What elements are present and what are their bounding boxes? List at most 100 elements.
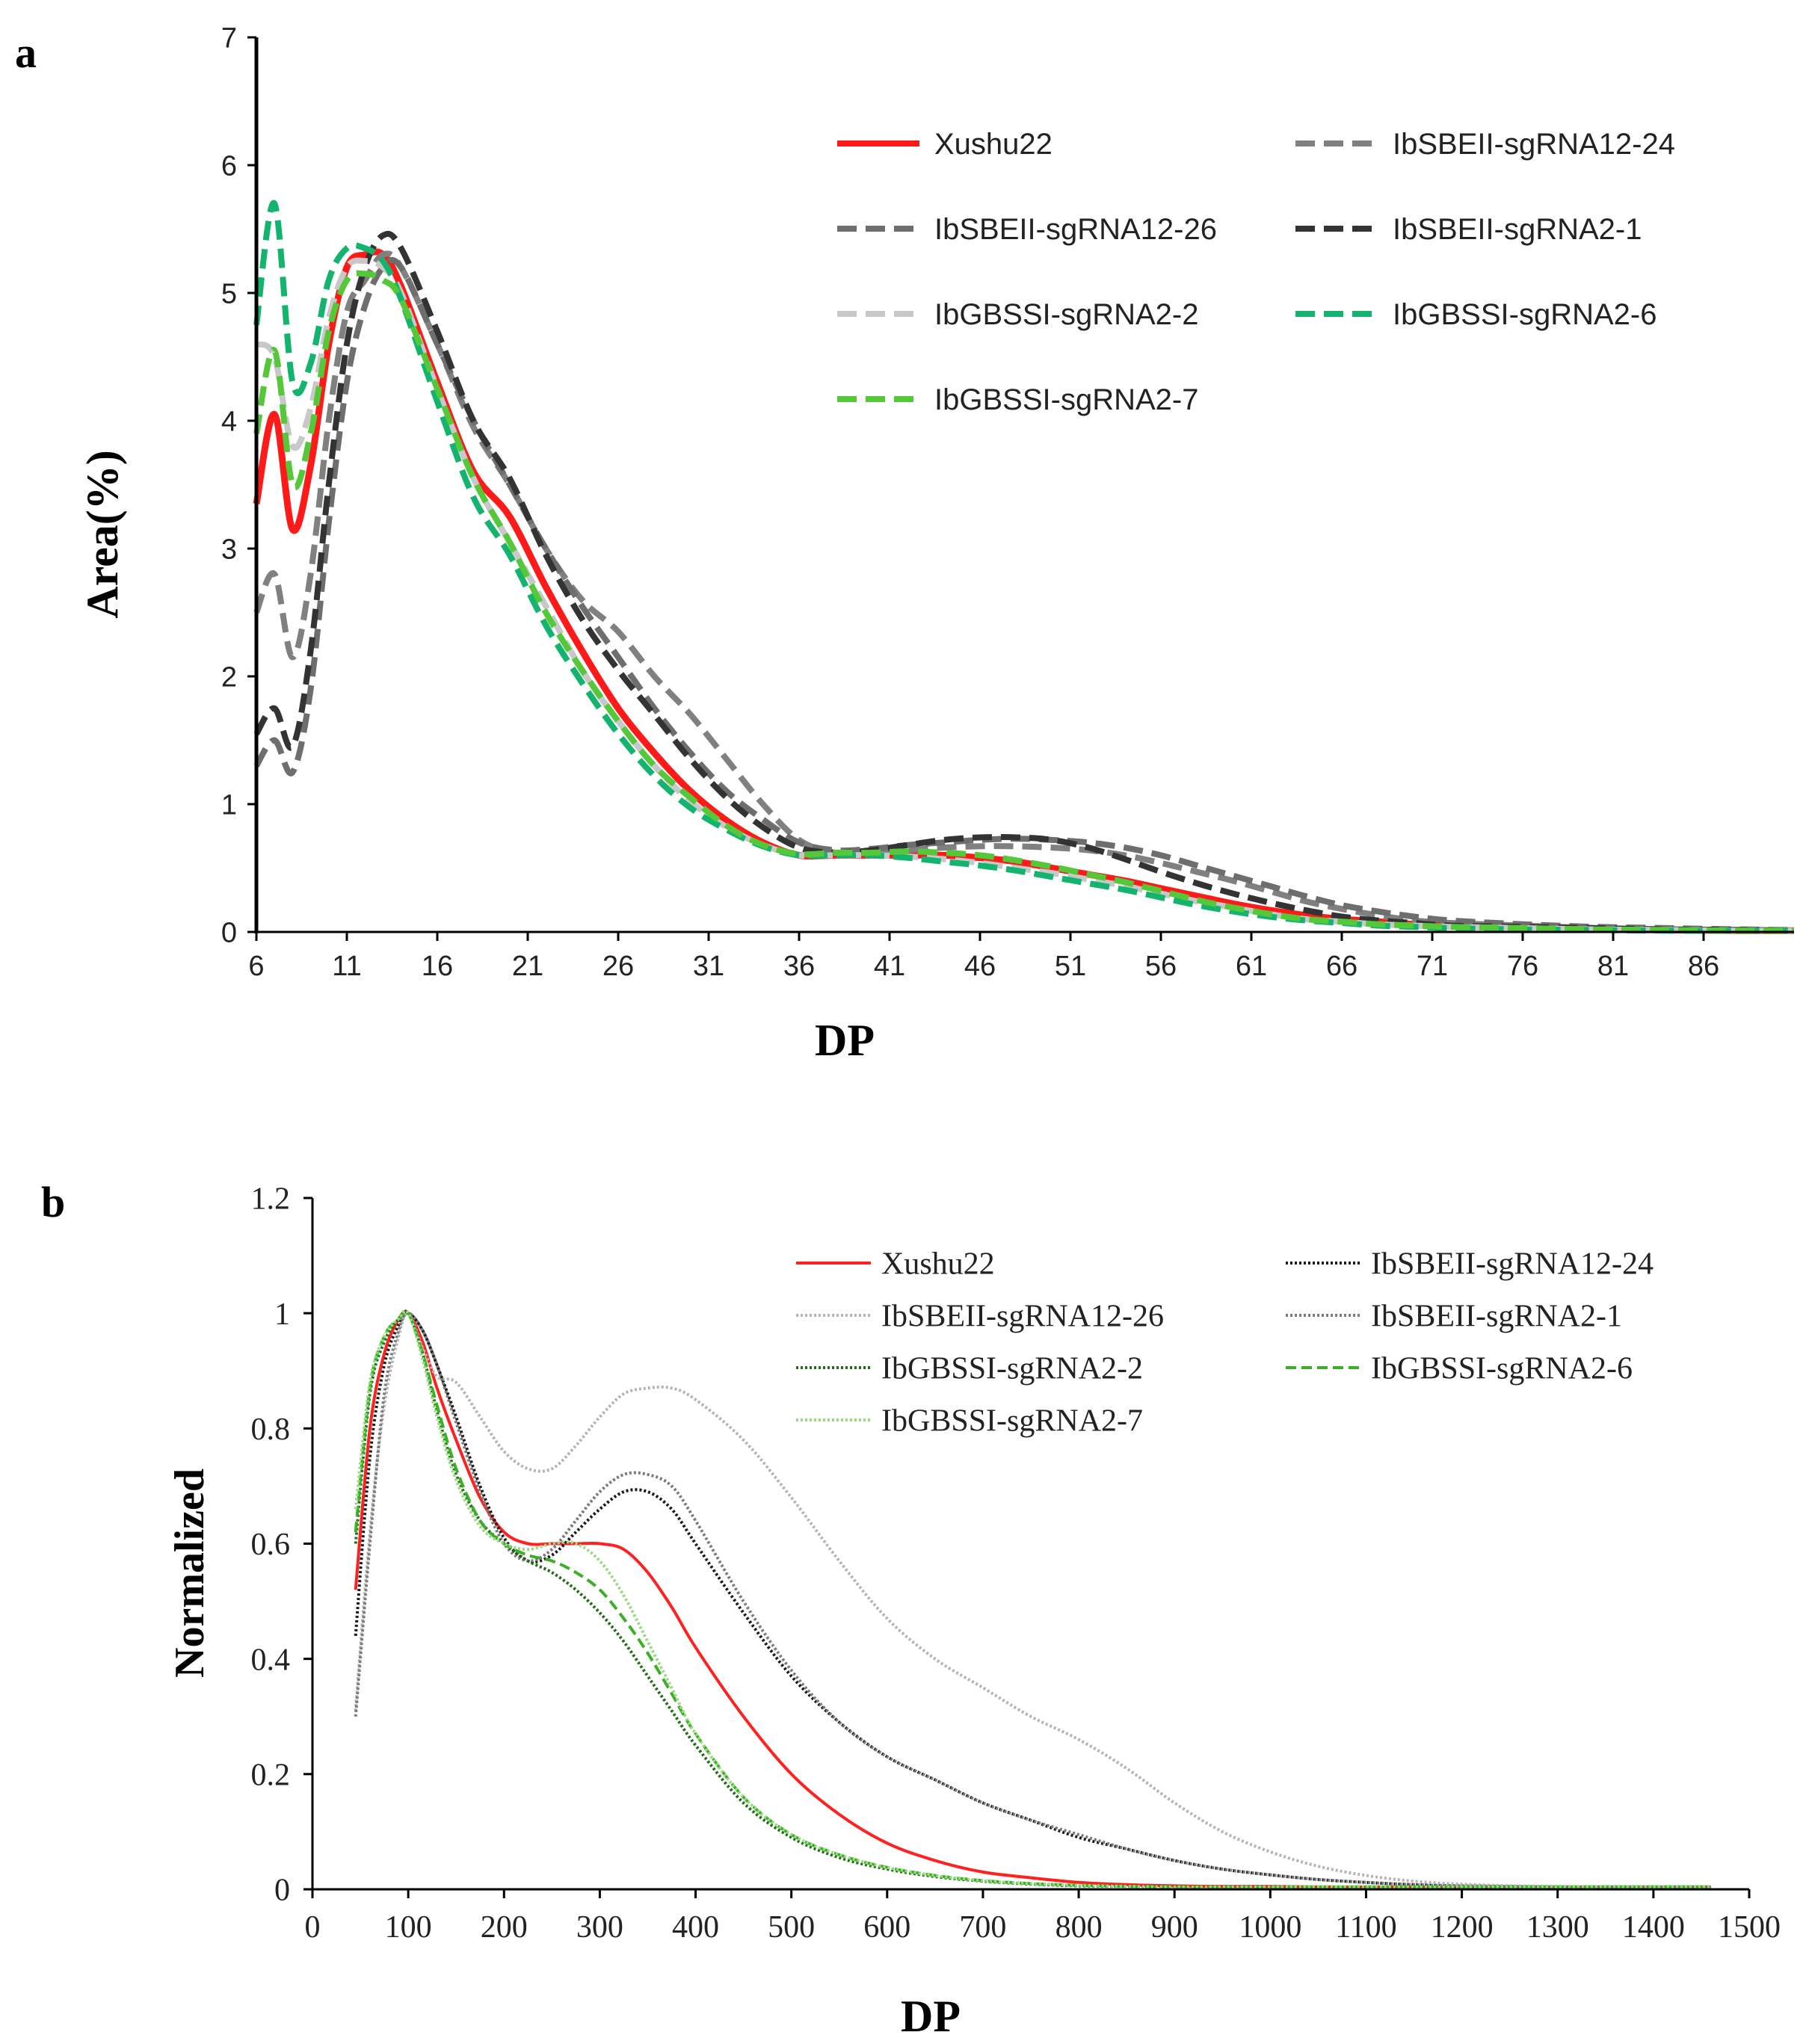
y-tick-label: 4 xyxy=(221,406,237,437)
series-line-ibsbeii-sgrna12-26 xyxy=(253,257,1795,933)
y-tick-label: 1 xyxy=(221,789,237,821)
y-tick-label: 0.2 xyxy=(251,1759,291,1793)
x-tick-label: 51 xyxy=(1055,951,1086,982)
legend-label: IbSBEII-sgRNA2-1 xyxy=(1371,1300,1622,1334)
y-tick-label: 5 xyxy=(221,278,237,309)
x-tick-label: 400 xyxy=(672,1910,719,1945)
x-tick-label: 76 xyxy=(1507,951,1538,982)
legend-label: IbSBEII-sgRNA12-26 xyxy=(934,213,1217,246)
x-tick-label: 81 xyxy=(1597,951,1629,982)
panel-a-letter: a xyxy=(15,28,37,77)
legend-item: IbGBSSI-sgRNA2-7 xyxy=(796,1404,1143,1439)
x-tick-label: 86 xyxy=(1688,951,1719,982)
x-tick-label: 1200 xyxy=(1431,1910,1494,1945)
x-tick-label: 600 xyxy=(863,1910,910,1945)
series-line-ibsbeii-sgrna12-24 xyxy=(253,250,1795,934)
x-tick-label: 66 xyxy=(1326,951,1357,982)
y-tick-label: 0.6 xyxy=(251,1528,291,1562)
x-tick-label: 1000 xyxy=(1239,1910,1301,1945)
series-line-ibgbssi-sgrna2-7 xyxy=(354,1309,1711,1889)
x-tick-label: 100 xyxy=(385,1910,432,1945)
panel-b-x-axis-label: DP xyxy=(901,1992,961,2041)
x-tick-label: 71 xyxy=(1417,951,1448,982)
panel-a-legend: Xushu22 IbSBEII-sgRNA12-24 IbSBEII-sgRNA12… xyxy=(837,128,1675,416)
y-tick-label: 0 xyxy=(221,917,237,948)
series-line-ibsbeii-sgrna12-26 xyxy=(354,1311,1711,1889)
x-tick-label: 800 xyxy=(1055,1910,1103,1945)
panel-a-curves xyxy=(253,200,1795,934)
x-tick-label: 16 xyxy=(422,951,453,982)
x-tick-label: 26 xyxy=(602,951,634,982)
x-tick-label: 1400 xyxy=(1622,1910,1685,1945)
y-tick-label: 6 xyxy=(221,150,237,182)
x-tick-label: 500 xyxy=(768,1910,815,1945)
legend-item: IbSBEII-sgRNA2-1 xyxy=(1295,213,1642,246)
y-tick-label: 1.2 xyxy=(251,1182,291,1217)
legend-item: IbGBSSI-sgRNA2-2 xyxy=(837,298,1198,331)
panel-b-y-tick-labels: 0 0.2 0.4 0.6 0.8 1 1.2 xyxy=(251,1182,312,1908)
series-line-ibgbssi-sgrna2-2 xyxy=(354,1309,1711,1889)
x-tick-label: 6 xyxy=(248,951,264,982)
legend-label: IbSBEII-sgRNA12-24 xyxy=(1393,128,1675,161)
x-tick-label: 1500 xyxy=(1718,1910,1781,1945)
x-tick-label: 31 xyxy=(693,951,724,982)
legend-item: IbSBEII-sgRNA12-26 xyxy=(837,213,1217,246)
legend-item: Xushu22 xyxy=(837,128,1053,161)
panel-a-y-axis-label: Area(%) xyxy=(78,450,127,618)
y-tick-label: 7 xyxy=(221,22,237,54)
panel-a: a 6 11 16 21 26 31 36 41 46 51 56 61 66 71 76 81 86 0123… xyxy=(15,22,1795,1065)
x-tick-label: 21 xyxy=(512,951,543,982)
panel-a-x-tick-labels: 6 11 16 21 26 31 36 41 46 51 56 61 66 71 76 81 86 xyxy=(248,932,1719,982)
series-line-ibgbssi-sgrna2-7 xyxy=(253,270,1795,934)
legend-label: Xushu22 xyxy=(881,1247,995,1282)
x-tick-label: 300 xyxy=(576,1910,623,1945)
legend-item: IbGBSSI-sgRNA2-2 xyxy=(796,1352,1143,1386)
legend-label: IbSBEII-sgRNA12-26 xyxy=(881,1300,1164,1334)
panel-b: b 0 100 200 300 400 500 600 700 800 900 1000 1100 12… xyxy=(41,1178,1781,2041)
series-line-xushu22 xyxy=(354,1309,1711,1889)
legend-item: IbGBSSI-sgRNA2-7 xyxy=(837,383,1198,416)
x-tick-label: 700 xyxy=(959,1910,1006,1945)
legend-label: IbSBEII-sgRNA12-24 xyxy=(1371,1247,1654,1282)
panel-b-legend: Xushu22 IbSBEII-sgRNA12-24 IbSBEII-sgRNA12… xyxy=(796,1247,1654,1439)
legend-item: IbSBEII-sgRNA12-24 xyxy=(1295,128,1675,161)
x-tick-label: 200 xyxy=(481,1910,528,1945)
x-tick-label: 0 xyxy=(305,1910,321,1945)
series-line-ibgbssi-sgrna2-6 xyxy=(354,1309,1711,1889)
x-tick-label: 11 xyxy=(332,951,361,982)
x-tick-label: 41 xyxy=(874,951,905,982)
legend-item: IbSBEII-sgRNA12-26 xyxy=(796,1300,1164,1334)
legend-item: IbGBSSI-sgRNA2-6 xyxy=(1295,298,1656,331)
series-line-ibsbeii-sgrna2-1 xyxy=(354,1312,1711,1889)
panel-a-x-axis-label: DP xyxy=(815,1016,875,1065)
x-tick-label: 61 xyxy=(1236,951,1267,982)
panel-b-y-axis-label: Normalized xyxy=(167,1469,213,1678)
y-tick-label: 2 xyxy=(221,661,237,693)
series-line-ibsbeii-sgrna2-1 xyxy=(253,230,1795,934)
legend-item: IbGBSSI-sgRNA2-6 xyxy=(1286,1352,1633,1386)
panel-b-letter: b xyxy=(41,1178,65,1226)
y-tick-label: 1 xyxy=(274,1297,290,1332)
x-tick-label: 46 xyxy=(964,951,996,982)
series-line-xushu22 xyxy=(253,248,1795,934)
panel-b-x-tick-labels: 0 100 200 300 400 500 600 700 800 900 1000 1100 1200… xyxy=(305,1889,1781,1945)
legend-label: IbGBSSI-sgRNA2-2 xyxy=(934,298,1198,331)
y-tick-label: 0.4 xyxy=(251,1643,291,1677)
legend-label: IbGBSSI-sgRNA2-2 xyxy=(881,1352,1143,1386)
x-tick-label: 1300 xyxy=(1526,1910,1589,1945)
x-tick-label: 56 xyxy=(1145,951,1177,982)
legend-label: IbGBSSI-sgRNA2-6 xyxy=(1371,1352,1633,1386)
panel-a-y-tick-labels: 0 1 2 3 4 5 6 7 xyxy=(221,22,256,948)
x-tick-label: 1100 xyxy=(1335,1910,1396,1945)
legend-label: IbGBSSI-sgRNA2-7 xyxy=(934,383,1198,416)
legend-item: Xushu22 xyxy=(796,1247,995,1282)
legend-label: Xushu22 xyxy=(934,128,1053,161)
x-tick-label: 900 xyxy=(1151,1910,1198,1945)
y-tick-label: 0 xyxy=(274,1874,290,1908)
legend-item: IbSBEII-sgRNA12-24 xyxy=(1286,1247,1654,1282)
legend-label: IbSBEII-sgRNA2-1 xyxy=(1393,213,1642,246)
x-tick-label: 36 xyxy=(783,951,815,982)
series-line-ibgbssi-sgrna2-2 xyxy=(254,257,1795,934)
y-tick-label: 3 xyxy=(221,534,237,565)
